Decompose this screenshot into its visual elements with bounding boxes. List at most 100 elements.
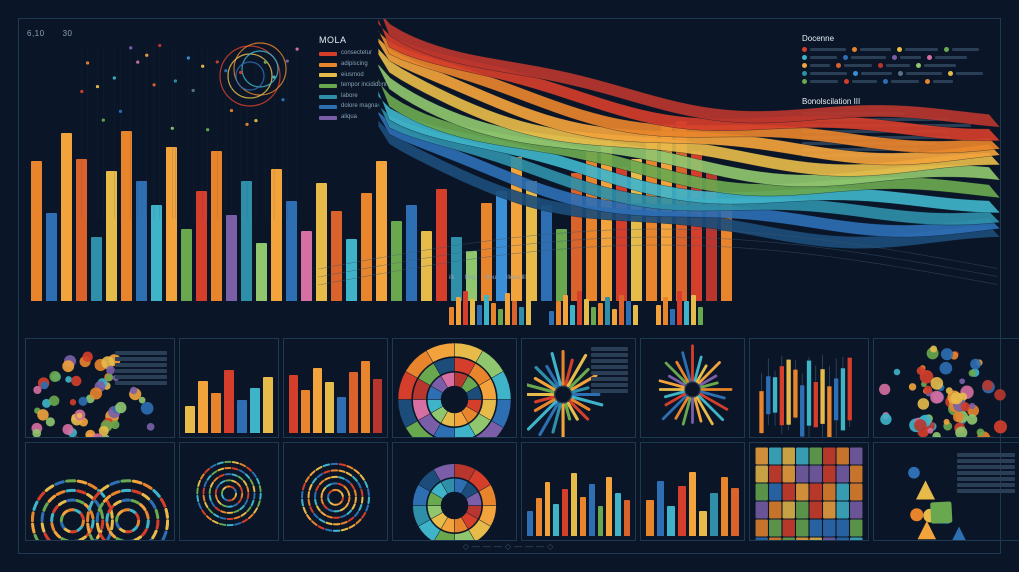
right-key-subtitle: Bonolscilation III	[802, 96, 992, 108]
legend-swatch	[319, 84, 337, 88]
hero-bar	[151, 205, 162, 301]
key-textline	[802, 154, 971, 157]
hero-bar	[61, 133, 72, 301]
footer-ornament: ◇———◇———◇	[463, 542, 556, 551]
panel-shapes: llound lloanugo	[873, 442, 1019, 542]
panel-body	[879, 449, 1017, 542]
mini-bar	[663, 297, 668, 325]
hero-bar	[526, 181, 537, 301]
hero-bar	[391, 221, 402, 301]
panel-body	[398, 449, 511, 542]
hero-bar	[601, 141, 612, 301]
key-dot	[852, 47, 891, 52]
legend-label: tempor incididunt	[341, 81, 387, 91]
mini-bar	[626, 301, 631, 325]
key-dot	[836, 63, 872, 68]
key-textline	[802, 112, 905, 115]
panel-body	[646, 343, 739, 436]
legend-label: adipiscing	[341, 60, 368, 70]
mini-bar	[612, 309, 617, 325]
key-dot	[883, 79, 919, 84]
key-dot	[802, 63, 830, 68]
key-textline	[802, 136, 950, 139]
key-dot	[925, 79, 953, 84]
panel-heatmap	[749, 442, 869, 542]
legend-swatch	[319, 73, 337, 77]
dashboard-canvas: 6,10 30 MOLA consecteturadipiscingeiusmo…	[18, 18, 1001, 554]
hero-bar	[166, 147, 177, 301]
hero-bar	[121, 131, 132, 301]
mini-bar	[505, 293, 510, 325]
mini-bar	[670, 309, 675, 325]
key-dot	[853, 71, 892, 76]
key-textline	[802, 124, 971, 127]
hero-bar	[421, 231, 432, 301]
hero-bar	[676, 121, 687, 301]
hero-bar	[331, 211, 342, 301]
key-dot	[878, 63, 910, 68]
mini-bar	[584, 299, 589, 325]
mini-bar	[619, 295, 624, 325]
mini-bar	[456, 297, 461, 325]
hero-bar	[286, 201, 297, 301]
key-textline	[802, 130, 948, 133]
panel-body	[527, 343, 630, 438]
panel-bar	[283, 338, 388, 438]
panel-body	[31, 345, 169, 438]
hero-section: 6,10 30 MOLA consecteturadipiscingeiusmo…	[19, 19, 1000, 329]
mini-bar	[684, 301, 689, 325]
key-dot	[944, 47, 979, 52]
key-dot	[948, 71, 983, 76]
hero-mini-group	[449, 285, 531, 325]
panel-body	[289, 449, 382, 542]
legend-item: eiusmod	[319, 71, 539, 81]
hero-bar	[571, 173, 582, 301]
hero-bar	[406, 205, 417, 301]
mini-bar	[512, 301, 517, 325]
legend-label: consectetur	[341, 49, 372, 59]
panel-body	[185, 447, 273, 537]
mini-bar	[519, 307, 524, 325]
right-key-title: Docenne	[802, 33, 992, 45]
hero-bar	[106, 171, 117, 301]
mini-bar	[570, 305, 575, 325]
panel-donut: Iluoucd Allanulnatb	[392, 442, 517, 542]
mini-bar	[556, 301, 561, 325]
panel-body	[646, 447, 739, 537]
mini-bar	[484, 295, 489, 325]
hero-bar	[181, 229, 192, 301]
panel-radial-rings	[179, 442, 279, 542]
panel-body	[879, 343, 1017, 438]
key-textline	[802, 148, 918, 151]
legend-swatch	[319, 52, 337, 56]
key-dot	[897, 47, 938, 52]
hero-bar	[616, 167, 627, 301]
panel-candlestick	[749, 338, 869, 438]
key-dot	[843, 55, 886, 60]
mini-bar	[677, 291, 682, 325]
panel-sunburst	[392, 338, 517, 438]
hero-bar	[196, 191, 207, 301]
hero-bar	[226, 215, 237, 301]
mini-bar	[577, 291, 582, 325]
panel-body	[755, 343, 863, 438]
panel-radial	[521, 338, 636, 438]
legend-item: tempor incididunt	[319, 81, 539, 91]
mini-bar	[591, 307, 596, 325]
hero-bar	[346, 239, 357, 301]
panel-bar	[179, 338, 279, 438]
legend-item: adipiscing	[319, 60, 539, 70]
mini-bar	[598, 303, 603, 325]
panel-body	[398, 343, 511, 438]
legend-item: consectetur	[319, 49, 539, 59]
key-dot	[898, 71, 942, 76]
mini-bar	[477, 305, 482, 325]
axis-label-1: 30	[63, 29, 73, 38]
hero-bar	[46, 213, 57, 301]
panel-body	[185, 343, 273, 433]
panel-radial-rings: Dhouulng luocoy	[283, 442, 388, 542]
hero-bar	[646, 133, 657, 301]
mini-bar	[605, 297, 610, 325]
panel-radial-rings: IIISOUHA, IIICE SIIIE	[25, 442, 175, 542]
key-textline	[802, 118, 950, 121]
